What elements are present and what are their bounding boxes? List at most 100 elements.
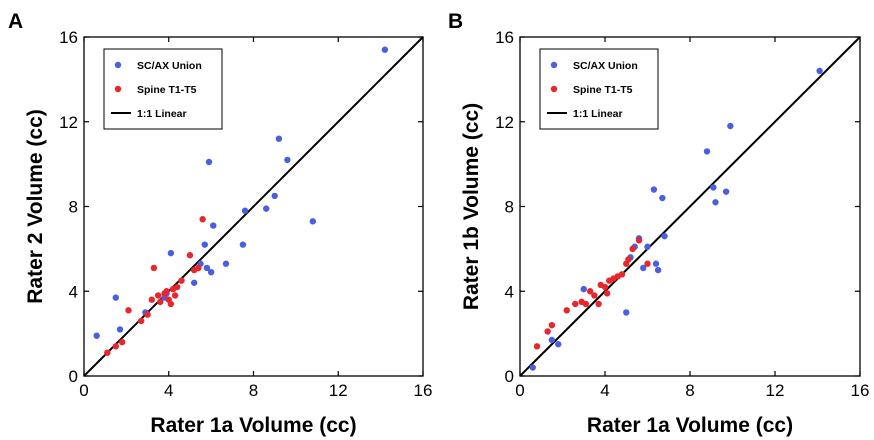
spine-t1-t5-point	[563, 307, 570, 314]
panel-a: A 0 4 8 12 16 0 4 8 12 16 Rater 1a Volume (cc) Rater…	[8, 10, 432, 437]
sc-ax-union-point	[381, 46, 389, 53]
sc-ax-union-point	[580, 285, 587, 293]
x-tick-label: 4	[164, 381, 173, 400]
sc-ax-union-point	[727, 122, 734, 130]
spine-t1-t5-point	[174, 283, 181, 291]
sc-ax-union-point	[816, 67, 823, 75]
y-tick-label: 8	[69, 198, 78, 217]
spine-t1-t5-point	[112, 343, 119, 350]
sc-ax-union-point	[203, 264, 211, 272]
sc-ax-union-point	[654, 266, 662, 274]
spine-t1-t5-point	[199, 216, 206, 223]
spine-t1-t5-point	[533, 343, 541, 350]
spine-t1-t5-point	[118, 338, 126, 346]
y-tick-label: 12	[59, 113, 78, 132]
sc-ax-union-point	[201, 241, 208, 248]
sc-ax-union-point	[239, 241, 247, 248]
spine-t1-t5-point	[586, 288, 594, 295]
spine-t1-t5-point	[625, 256, 632, 263]
legend-label: SC/AX Union	[137, 60, 202, 72]
sc-ax-union-point	[116, 326, 124, 333]
sc-ax-union-point	[207, 268, 215, 276]
spine-t1-t5-point	[591, 292, 598, 299]
sc-ax-union-point	[644, 243, 651, 250]
legend-label: Spine T1-T5	[573, 84, 633, 96]
spine-t1-t5-point	[601, 283, 609, 291]
x-tick-label: 0	[79, 381, 88, 400]
spine-t1-t5-point	[603, 290, 611, 297]
sc-ax-union-point	[529, 364, 536, 371]
sc-ax-union-point	[93, 332, 100, 339]
y-tick-label: 16	[59, 28, 78, 47]
sc-ax-union-point	[710, 184, 717, 191]
legend-point-marker	[550, 85, 558, 93]
legend-label: Spine T1-T5	[137, 84, 197, 96]
x-tick-label: 16	[414, 381, 433, 400]
spine-t1-t5-point	[548, 321, 556, 329]
spine-t1-t5-point	[125, 307, 132, 314]
identity-line	[519, 36, 861, 377]
x-tick-label: 8	[685, 381, 694, 400]
spine-t1-t5-point	[163, 288, 170, 295]
sc-ax-union-point	[271, 192, 278, 200]
sc-ax-union-point	[210, 222, 217, 229]
y-tick-label: 8	[505, 198, 514, 217]
spine-t1-t5-point	[644, 260, 651, 267]
sc-ax-union-point	[275, 135, 283, 142]
x-tick-label: 8	[249, 381, 258, 400]
spine-t1-t5-point	[635, 237, 643, 244]
y-axis-title: Rater 2 Volume (cc)	[24, 109, 47, 304]
spine-t1-t5-point	[178, 277, 185, 284]
x-tick-label: 12	[329, 381, 348, 400]
spine-t1-t5-point	[167, 300, 175, 308]
sc-ax-union-point	[112, 294, 119, 301]
legend-point-marker	[114, 61, 122, 69]
sc-ax-union-point	[650, 186, 658, 193]
y-tick-label: 4	[505, 282, 514, 301]
spine-t1-t5-point	[150, 264, 158, 272]
y-tick-label: 4	[69, 282, 78, 301]
spine-t1-t5-point	[171, 292, 179, 299]
sc-ax-union-point	[205, 158, 213, 166]
y-tick-label: 0	[69, 367, 78, 386]
sc-ax-union-point	[722, 188, 730, 195]
legend-box	[539, 48, 659, 130]
legend-point-marker	[550, 61, 558, 69]
spine-t1-t5-point	[595, 300, 602, 308]
x-tick-label: 12	[766, 381, 785, 400]
legend-label: 1:1 Linear	[137, 108, 187, 120]
legend-box	[103, 48, 223, 130]
sc-ax-union-point	[623, 309, 630, 316]
sc-ax-union-point	[190, 279, 198, 286]
spine-t1-t5-point	[144, 311, 151, 318]
panel-letter: B	[448, 10, 463, 33]
spine-t1-t5-point	[104, 349, 111, 356]
sc-ax-union-point	[167, 249, 175, 257]
sc-ax-union-point	[284, 156, 291, 164]
spine-t1-t5-point	[618, 271, 626, 278]
y-axis-title: Rater 1b Volume (cc)	[460, 103, 483, 310]
sc-ax-union-point	[263, 205, 270, 212]
spine-t1-t5-point	[544, 328, 551, 335]
x-tick-label: 4	[600, 381, 609, 400]
sc-ax-union-point	[661, 232, 668, 240]
sc-ax-union-point	[309, 218, 317, 225]
legend-label: 1:1 Linear	[573, 108, 623, 120]
spine-t1-t5-point	[186, 252, 194, 259]
panel-letter: A	[8, 10, 23, 33]
spine-t1-t5-point	[154, 292, 162, 299]
y-tick-label: 12	[495, 113, 514, 132]
x-tick-label: 0	[515, 381, 524, 400]
sc-ax-union-point	[241, 207, 249, 214]
x-axis-title: Rater 1a Volume (cc)	[150, 414, 356, 437]
spine-t1-t5-point	[157, 298, 164, 306]
spine-t1-t5-point	[582, 300, 590, 308]
sc-ax-union-point	[703, 148, 711, 155]
y-tick-label: 0	[505, 367, 514, 386]
x-tick-label: 16	[851, 381, 870, 400]
x-axis-title: Rater 1a Volume (cc)	[587, 414, 793, 437]
sc-ax-union-point	[659, 194, 666, 202]
legend-point-marker	[114, 85, 122, 93]
sc-ax-union-point	[640, 264, 647, 272]
